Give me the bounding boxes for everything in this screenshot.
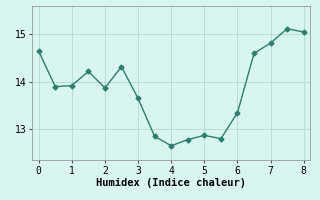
X-axis label: Humidex (Indice chaleur): Humidex (Indice chaleur) (96, 178, 246, 188)
